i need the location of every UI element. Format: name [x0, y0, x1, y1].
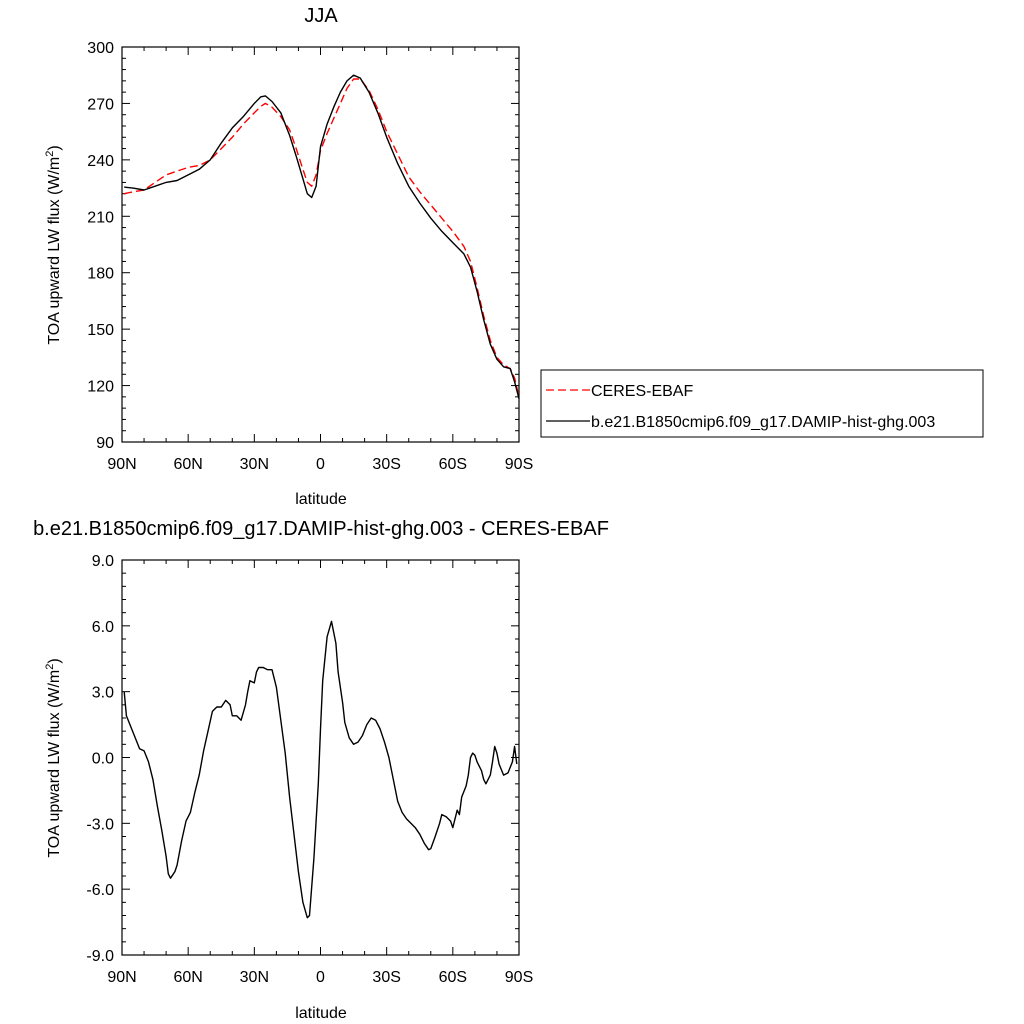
y-tick-labels: 90 120 150 180 210 240 270 300 [87, 40, 114, 452]
x-tick-labels: 90N 60N 30N 0 30S 60S 90S [107, 969, 533, 986]
x-axis-label: latitude [295, 1005, 347, 1022]
x-tick-label: 90S [505, 456, 533, 473]
y-tick-label: -6.0 [86, 882, 114, 899]
y-tick-label: 210 [87, 209, 114, 226]
y-axis-label: TOA upward LW flux (W/m2) [44, 145, 63, 344]
legend-label-model: b.e21.B1850cmip6.f09_g17.DAMIP-hist-ghg.… [591, 414, 935, 431]
x-tick-label: 60N [173, 456, 202, 473]
series-line-b-e21-b1850cmip6-f09-g17-damip-hist-ghg-003 [124, 74, 520, 399]
y-tick-label: 0.0 [92, 751, 114, 768]
tick-marks [121, 559, 520, 956]
series-lines [124, 74, 520, 399]
x-tick-labels: 90N 60N 30N 0 30S 60S 90S [107, 456, 533, 473]
series-line-ceres-ebaf [124, 78, 520, 398]
x-tick-label: 0 [316, 969, 325, 986]
y-tick-label: -3.0 [86, 816, 114, 833]
y-tick-label: 300 [87, 40, 114, 57]
y-tick-label: 150 [87, 322, 114, 339]
panel-mean: JJA 90 120 150 180 210 240 270 300 90N 60N 30N 0 30… [44, 5, 984, 508]
x-tick-label: 90S [505, 969, 533, 986]
x-tick-label: 30S [372, 969, 400, 986]
y-tick-label: -9.0 [86, 948, 114, 965]
legend: CERES-EBAF b.e21.B1850cmip6.f09_g17.DAMI… [540, 369, 984, 438]
panel-title: JJA [304, 5, 338, 27]
y-tick-label: 90 [96, 435, 114, 452]
x-axis-label: latitude [295, 491, 347, 508]
legend-label-ceres: CERES-EBAF [591, 383, 693, 400]
x-tick-label: 0 [316, 456, 325, 473]
plot-frame [121, 559, 520, 956]
x-tick-label: 60N [173, 969, 202, 986]
plot-frame [121, 46, 520, 443]
y-tick-label: 9.0 [92, 553, 114, 570]
x-tick-label: 90N [107, 456, 136, 473]
series-lines [123, 620, 518, 919]
panel-title: b.e21.B1850cmip6.f09_g17.DAMIP-hist-ghg.… [33, 518, 609, 540]
x-tick-label: 60S [439, 969, 467, 986]
x-tick-label: 90N [107, 969, 136, 986]
y-tick-label: 120 [87, 379, 114, 396]
x-tick-label: 30N [240, 456, 269, 473]
x-tick-label: 30S [372, 456, 400, 473]
y-tick-label: 240 [87, 153, 114, 170]
y-tick-labels: -9.0 -6.0 -3.0 0.0 3.0 6.0 9.0 [86, 553, 114, 965]
x-tick-label: 60S [439, 456, 467, 473]
tick-marks [121, 46, 520, 443]
x-tick-label: 30N [240, 969, 269, 986]
legend-box [540, 369, 984, 438]
panel-difference: b.e21.B1850cmip6.f09_g17.DAMIP-hist-ghg.… [33, 518, 609, 1022]
y-tick-label: 270 [87, 96, 114, 113]
y-tick-label: 3.0 [92, 685, 114, 702]
y-axis-label: TOA upward LW flux (W/m2) [44, 658, 63, 857]
series-line-difference [123, 620, 518, 919]
y-tick-label: 180 [87, 266, 114, 283]
y-tick-label: 6.0 [92, 619, 114, 636]
